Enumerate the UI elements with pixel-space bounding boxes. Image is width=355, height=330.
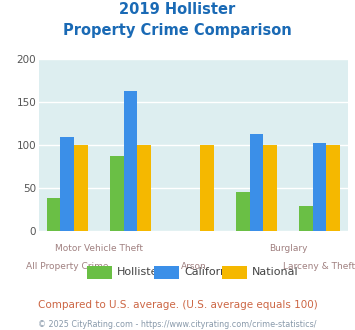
Bar [250, 134, 263, 231]
Text: Property Crime Comparison: Property Crime Comparison [63, 23, 292, 38]
Text: Motor Vehicle Theft: Motor Vehicle Theft [55, 244, 143, 253]
Text: Burglary: Burglary [269, 244, 307, 253]
Text: Hollister: Hollister [117, 267, 163, 277]
Text: 2019 Hollister: 2019 Hollister [119, 2, 236, 16]
Bar [60, 137, 74, 231]
Bar [124, 91, 137, 231]
Bar [201, 145, 214, 231]
Bar [110, 156, 124, 231]
Bar [47, 198, 60, 231]
Bar [74, 145, 88, 231]
Bar [327, 145, 340, 231]
Bar [263, 145, 277, 231]
Bar [313, 143, 327, 231]
Text: California: California [185, 267, 238, 277]
Text: Larceny & Theft: Larceny & Theft [284, 262, 355, 271]
Text: Arson: Arson [181, 262, 206, 271]
Bar [236, 191, 250, 231]
Bar [299, 206, 313, 231]
Text: National: National [252, 267, 299, 277]
Text: © 2025 CityRating.com - https://www.cityrating.com/crime-statistics/: © 2025 CityRating.com - https://www.city… [38, 320, 317, 329]
Text: All Property Crime: All Property Crime [26, 262, 109, 271]
Bar [137, 145, 151, 231]
Text: Compared to U.S. average. (U.S. average equals 100): Compared to U.S. average. (U.S. average … [38, 300, 317, 310]
